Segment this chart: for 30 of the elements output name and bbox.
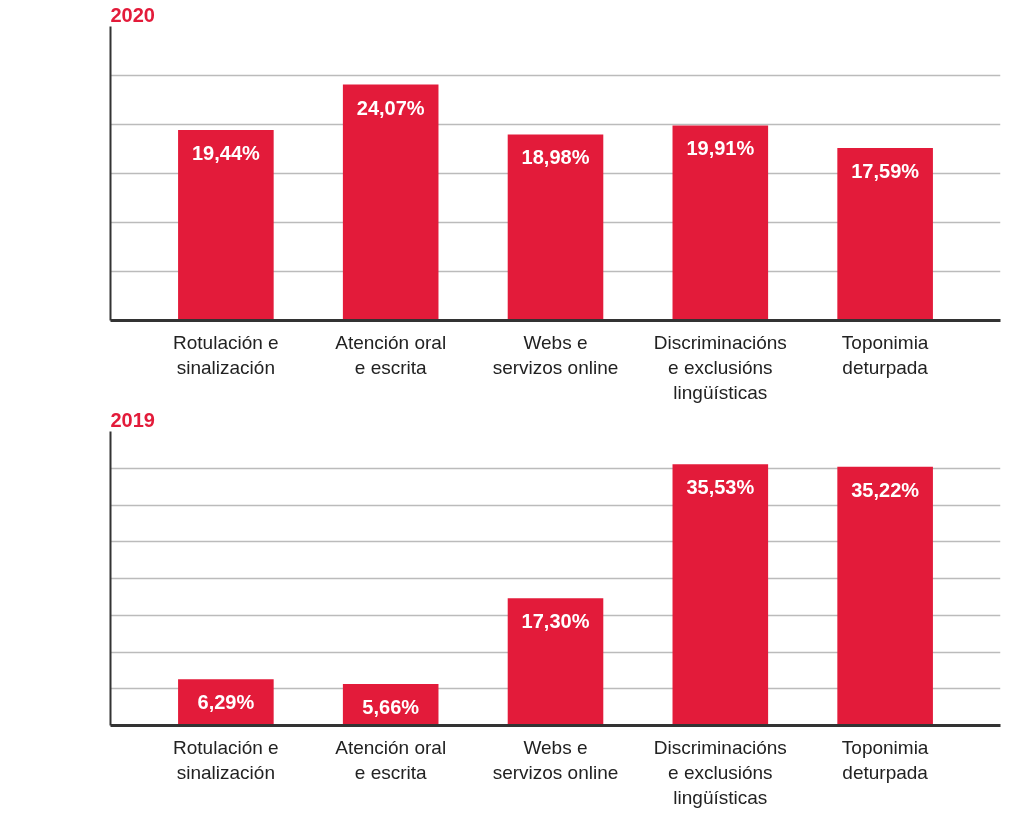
bar xyxy=(672,125,769,321)
bar xyxy=(672,464,769,726)
data-label: 18,98% xyxy=(521,146,590,169)
x-tick-label: Discriminacións e exclusións lingüísticas xyxy=(653,736,787,808)
x-tick-label: Atención oral e escrita xyxy=(335,331,447,378)
bar xyxy=(837,148,933,321)
x-tick-label: Toponimia deturpada xyxy=(841,331,929,378)
data-label: 35,53% xyxy=(686,476,755,499)
bar xyxy=(342,84,439,321)
bar xyxy=(507,598,604,726)
x-tick-label: Webs e servizos online xyxy=(492,736,619,783)
chart-title: 2019 xyxy=(110,408,155,431)
x-tick-label: Atención oral e escrita xyxy=(335,736,447,783)
data-label: 5,66% xyxy=(362,695,420,718)
data-label: 6,29% xyxy=(197,691,255,714)
data-label: 19,91% xyxy=(686,137,755,160)
data-label: 24,07% xyxy=(356,96,425,119)
chart-title: 2020 xyxy=(110,3,155,26)
x-tick-label: Webs e servizos online xyxy=(492,331,619,378)
bar xyxy=(178,129,274,321)
x-tick-label: Discriminacións e exclusións lingüísticas xyxy=(653,331,787,403)
x-tick-label: Toponimia deturpada xyxy=(841,736,929,783)
bar xyxy=(837,466,933,726)
bar xyxy=(507,134,604,321)
data-label: 35,22% xyxy=(851,478,920,501)
x-tick-label: Rotulación e sinalización xyxy=(173,736,279,783)
data-label: 19,44% xyxy=(191,141,260,164)
x-tick-label: Rotulación e sinalización xyxy=(173,331,279,378)
data-label: 17,30% xyxy=(521,610,590,633)
data-label: 17,59% xyxy=(851,160,920,183)
